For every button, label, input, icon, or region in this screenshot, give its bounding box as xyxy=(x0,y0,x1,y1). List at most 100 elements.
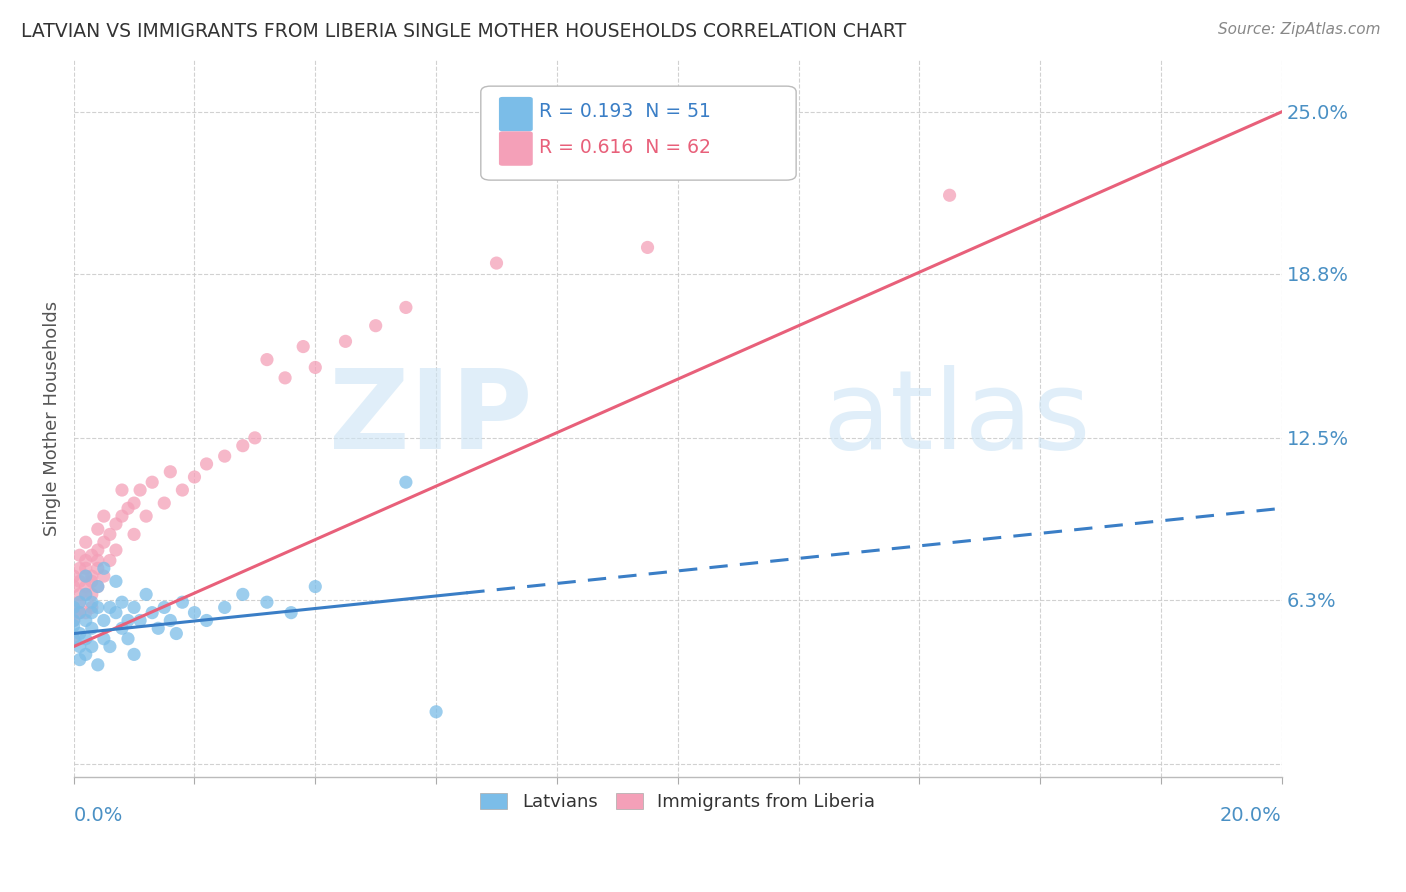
Text: ZIP: ZIP xyxy=(329,365,533,472)
Text: LATVIAN VS IMMIGRANTS FROM LIBERIA SINGLE MOTHER HOUSEHOLDS CORRELATION CHART: LATVIAN VS IMMIGRANTS FROM LIBERIA SINGL… xyxy=(21,22,907,41)
Point xyxy=(69,626,91,640)
Point xyxy=(75,535,97,549)
Point xyxy=(69,587,91,601)
Point xyxy=(425,705,447,719)
Point xyxy=(87,600,110,615)
Point xyxy=(159,614,181,628)
Point xyxy=(243,431,266,445)
Point xyxy=(87,543,110,558)
Point xyxy=(274,371,297,385)
Point xyxy=(87,580,110,594)
Point xyxy=(75,632,97,646)
Point xyxy=(69,548,91,562)
Point xyxy=(80,574,103,589)
Point xyxy=(214,600,236,615)
Point xyxy=(80,595,103,609)
Point xyxy=(183,470,205,484)
Point xyxy=(129,483,152,497)
Point xyxy=(93,509,115,524)
Point xyxy=(148,621,170,635)
Point xyxy=(62,580,84,594)
Point xyxy=(75,553,97,567)
Text: R = 0.616  N = 62: R = 0.616 N = 62 xyxy=(538,137,710,157)
Point xyxy=(87,522,110,536)
Point xyxy=(93,632,115,646)
Point xyxy=(93,535,115,549)
Point xyxy=(153,600,176,615)
Point xyxy=(75,614,97,628)
Point xyxy=(80,640,103,654)
Point xyxy=(395,475,418,490)
FancyBboxPatch shape xyxy=(481,87,796,180)
Point xyxy=(122,600,145,615)
Point xyxy=(172,595,194,609)
Point xyxy=(80,600,103,615)
Point xyxy=(80,587,103,601)
Point xyxy=(214,449,236,463)
Point xyxy=(104,606,127,620)
Point xyxy=(637,240,659,254)
FancyBboxPatch shape xyxy=(499,97,533,131)
Point xyxy=(111,595,134,609)
Point xyxy=(69,652,91,666)
Point xyxy=(122,527,145,541)
Point xyxy=(159,465,181,479)
Point xyxy=(165,626,187,640)
Point xyxy=(304,360,326,375)
Point xyxy=(75,587,97,601)
Point xyxy=(75,606,97,620)
Point xyxy=(111,509,134,524)
FancyBboxPatch shape xyxy=(499,131,533,166)
Point xyxy=(62,632,84,646)
Point xyxy=(62,600,84,615)
Point xyxy=(256,352,278,367)
Point xyxy=(485,256,508,270)
Point xyxy=(111,621,134,635)
Point xyxy=(256,595,278,609)
Point xyxy=(80,606,103,620)
Point xyxy=(111,483,134,497)
Point xyxy=(87,561,110,575)
Point xyxy=(104,543,127,558)
Point xyxy=(62,606,84,620)
Point xyxy=(153,496,176,510)
Point xyxy=(87,580,110,594)
Point xyxy=(104,516,127,531)
Point xyxy=(87,657,110,672)
Point xyxy=(75,561,97,575)
Point xyxy=(62,618,84,632)
Point xyxy=(938,188,960,202)
Point xyxy=(104,574,127,589)
Point xyxy=(75,569,97,583)
Point xyxy=(122,496,145,510)
Point xyxy=(135,509,157,524)
Point xyxy=(122,648,145,662)
Point xyxy=(93,614,115,628)
Point xyxy=(69,574,91,589)
Point xyxy=(183,606,205,620)
Point xyxy=(69,606,91,620)
Point xyxy=(129,614,152,628)
Point xyxy=(117,501,139,516)
Y-axis label: Single Mother Households: Single Mother Households xyxy=(44,301,60,536)
Point xyxy=(98,527,121,541)
Point xyxy=(69,595,91,609)
Point xyxy=(232,439,254,453)
Point xyxy=(75,580,97,594)
Point xyxy=(69,640,91,654)
Point xyxy=(62,614,84,628)
Point xyxy=(364,318,387,333)
Point xyxy=(292,340,315,354)
Legend: Latvians, Immigrants from Liberia: Latvians, Immigrants from Liberia xyxy=(472,786,883,818)
Point xyxy=(395,301,418,315)
Point xyxy=(69,595,91,609)
Point xyxy=(80,548,103,562)
Point xyxy=(141,606,163,620)
Text: atlas: atlas xyxy=(823,365,1091,472)
Point xyxy=(75,587,97,601)
Point xyxy=(195,614,218,628)
Point xyxy=(141,475,163,490)
Point xyxy=(304,580,326,594)
Point xyxy=(69,606,91,620)
Point xyxy=(62,600,84,615)
